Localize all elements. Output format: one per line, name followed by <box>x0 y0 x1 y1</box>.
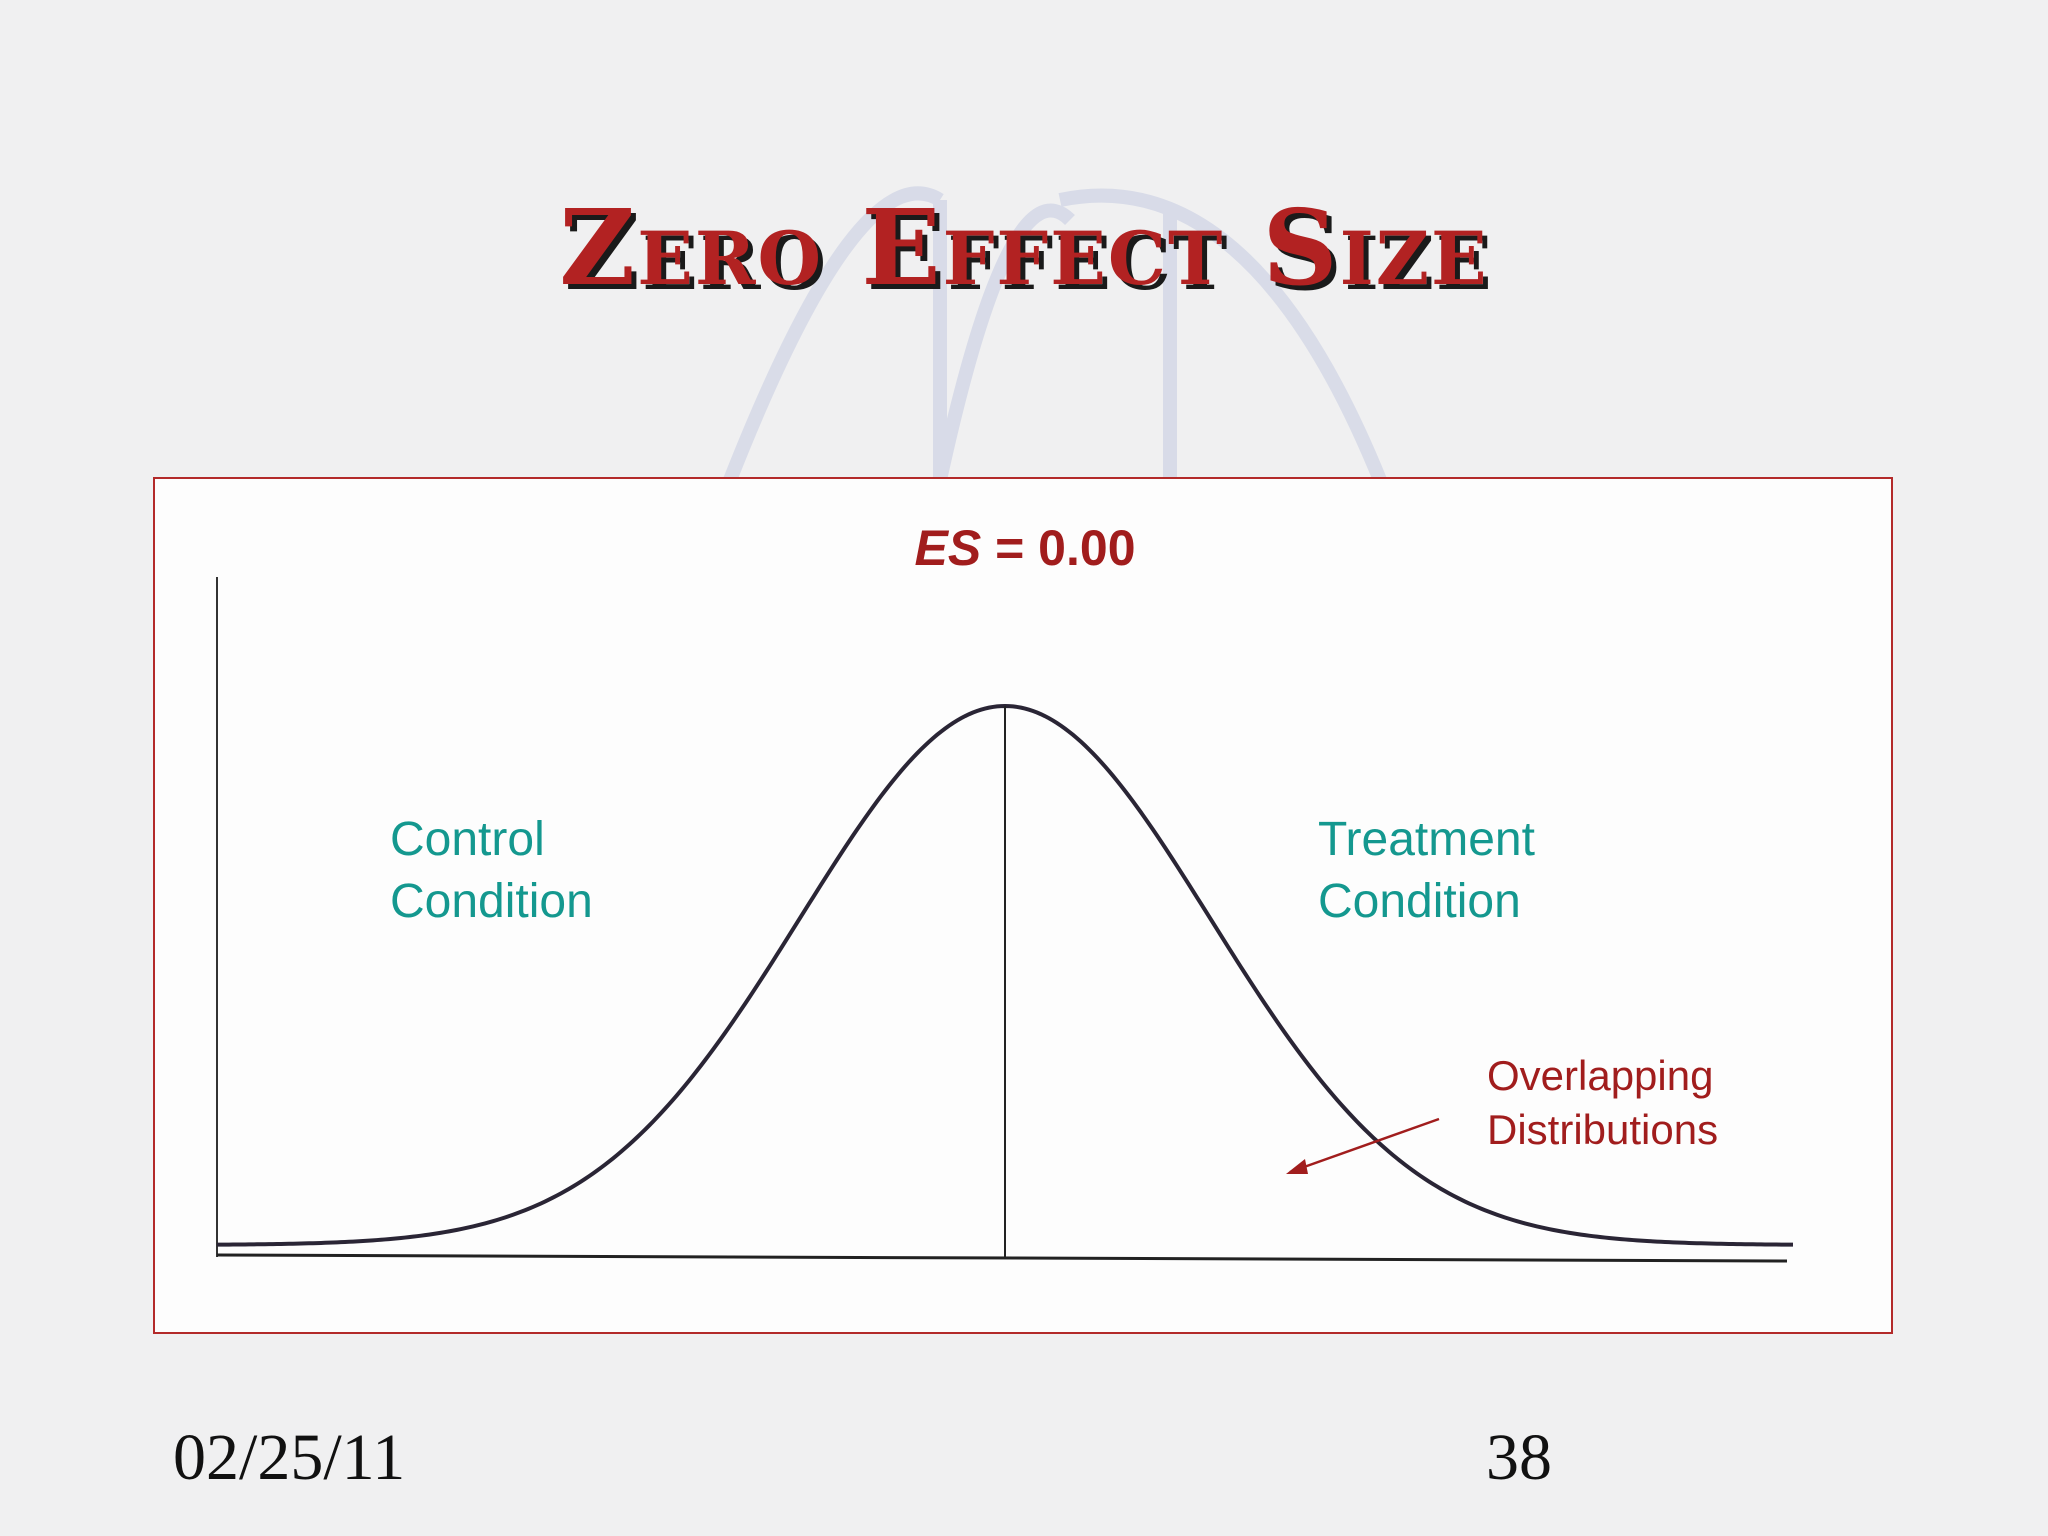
x-axis <box>216 1253 1788 1263</box>
effect-size-symbol: ES <box>914 520 982 576</box>
control-condition-label: Control Condition <box>390 809 593 933</box>
treatment-label-line2: Condition <box>1318 875 1521 928</box>
treatment-condition-label: Treatment Condition <box>1318 809 1535 933</box>
effect-size-value: = 0.00 <box>981 520 1136 576</box>
diagram-panel: ES = 0.00 Control Condition Treatment Co… <box>153 477 1893 1334</box>
page-number: 38 <box>1486 1421 1552 1494</box>
overlap-label-line1: Overlapping <box>1487 1052 1714 1099</box>
distribution-svg <box>216 577 1794 1263</box>
control-label-line1: Control <box>390 813 545 866</box>
footer-date: 02/25/11 <box>173 1421 406 1494</box>
effect-size-label: ES = 0.00 <box>155 519 1895 577</box>
control-label-line2: Condition <box>390 875 593 928</box>
treatment-label-line1: Treatment <box>1318 813 1535 866</box>
slide-title: Zero Effect Size <box>559 186 1489 309</box>
overlap-arrow <box>1286 1117 1440 1174</box>
overlap-label-line2: Distributions <box>1487 1106 1719 1153</box>
overlap-label: Overlapping Distributions <box>1487 1049 1718 1157</box>
